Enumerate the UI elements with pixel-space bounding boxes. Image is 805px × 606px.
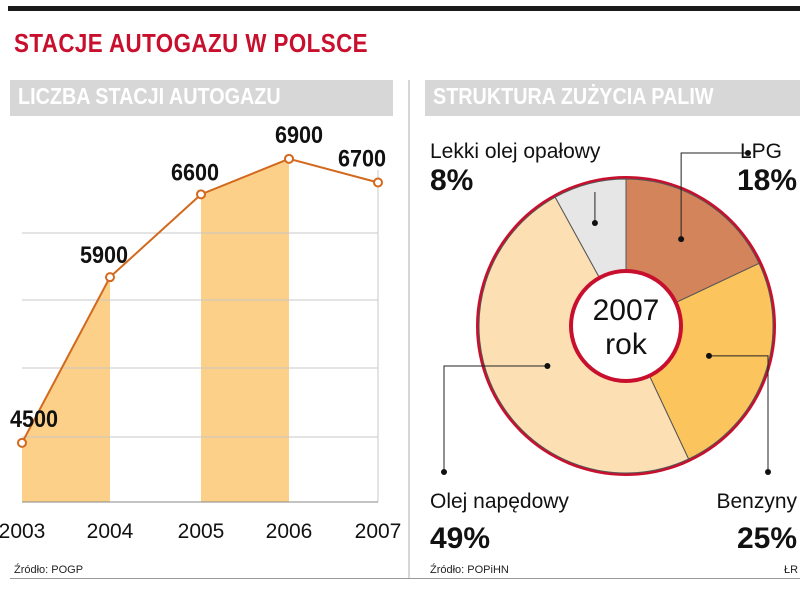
- left-source: Źródło: POGP: [14, 564, 84, 576]
- slice-label: LPG: [740, 140, 782, 163]
- data-point: [284, 153, 294, 164]
- x-tick-label: 2006: [266, 520, 313, 543]
- line-chart: 4500 2003 5900 2004 6600 2005 6900 2006 6700 2007: [0, 121, 402, 543]
- shaded-band-1: [22, 277, 110, 502]
- slice-percent: 8%: [430, 164, 473, 197]
- data-point: [105, 272, 115, 283]
- right-source: Źródło: POPiHN: [430, 564, 509, 576]
- data-label: 5900: [80, 241, 128, 268]
- slice-label: Lekki olej opałowy: [430, 140, 601, 163]
- center-rok: rok: [605, 328, 648, 361]
- x-tick-label: 2004: [87, 520, 134, 543]
- shaded-band-2: [201, 158, 289, 503]
- x-tick-label: 2003: [0, 520, 45, 543]
- top-rule: [8, 6, 800, 11]
- slice-label: Olej napędowy: [430, 490, 569, 513]
- leader-dot: [678, 236, 685, 243]
- data-label: 6600: [171, 158, 219, 185]
- left-panel-title: LICZBA STACJI AUTOGAZU: [18, 83, 281, 109]
- slice-label: Benzyny: [716, 490, 797, 513]
- data-label: 4500: [10, 405, 58, 432]
- data-label: 6700: [338, 144, 386, 171]
- center-year: 2007: [593, 294, 660, 327]
- x-tick-label: 2007: [355, 520, 402, 543]
- data-point: [373, 177, 383, 188]
- leader-line: [443, 365, 548, 472]
- right-panel-header: STRUKTURA ZUŻYCIA PALIW: [425, 80, 800, 116]
- donut-hole: [573, 273, 679, 379]
- leader-line: [680, 152, 748, 240]
- bottom-rule: [10, 578, 800, 579]
- slice-percent: 25%: [737, 522, 797, 555]
- leader-end-dot: [745, 150, 751, 156]
- leader-line: [708, 355, 769, 472]
- credit: ŁR: [784, 564, 799, 576]
- leader-dot: [544, 363, 551, 370]
- left-panel-header: LICZBA STACJI AUTOGAZU: [10, 80, 393, 116]
- slice-percent: 18%: [737, 164, 797, 197]
- leader-end-dot: [441, 469, 447, 475]
- slice-percent: 49%: [430, 522, 490, 555]
- main-title: STACJE AUTOGAZU W POLSCE: [14, 28, 369, 58]
- leader-dot: [705, 352, 712, 359]
- data-point: [17, 437, 27, 448]
- data-point: [196, 189, 206, 200]
- right-panel-title: STRUKTURA ZUŻYCIA PALIW: [433, 83, 714, 109]
- leader-dot: [591, 220, 598, 226]
- panel-divider: [408, 80, 410, 578]
- x-tick-label: 2005: [178, 520, 225, 543]
- leader-end-dot: [765, 469, 771, 475]
- data-label: 6900: [275, 121, 323, 148]
